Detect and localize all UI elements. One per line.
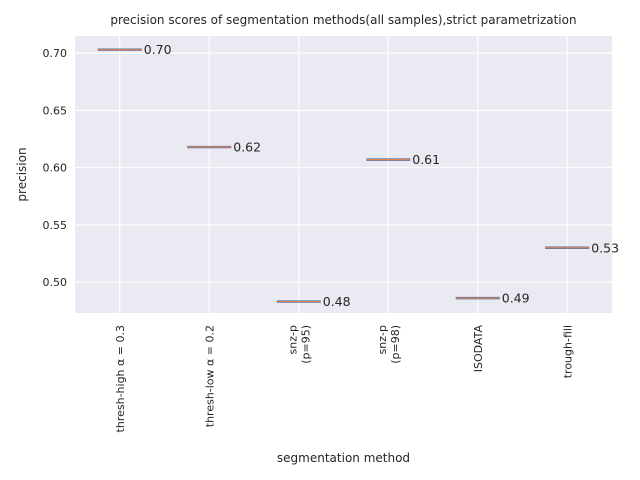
y-tick-label: 0.70 — [43, 47, 68, 60]
x-tick-label: (p=98) — [389, 325, 402, 364]
data-label: 0.48 — [323, 294, 351, 309]
x-tick-label-4: ISODATA — [472, 325, 485, 373]
box-2: 0.48 — [276, 294, 351, 309]
x-tick-label-5: trough-fill — [561, 325, 574, 378]
x-tick-label-0: thresh-high α = 0.3 — [114, 325, 127, 432]
data-label: 0.62 — [233, 140, 261, 155]
y-tick-label: 0.55 — [43, 219, 68, 232]
x-tick-label-2: snz-p (p=95) — [286, 325, 312, 364]
boxes: 0.70 0.62 0.48 0.61 0.49 0.53 — [97, 42, 619, 309]
box-1: 0.62 — [187, 140, 261, 155]
data-label: 0.49 — [502, 291, 530, 306]
y-axis-label: precision — [15, 147, 29, 201]
y-tick-label: 0.50 — [43, 276, 68, 289]
x-tick-label: trough-fill — [561, 325, 574, 378]
y-tick-label: 0.60 — [43, 162, 68, 175]
data-label: 0.53 — [591, 240, 619, 255]
x-tick-label: thresh-high α = 0.3 — [114, 325, 127, 432]
y-tick-label: 0.65 — [43, 104, 68, 117]
grid-lines — [75, 36, 612, 313]
x-tick-label: thresh-low α = 0.2 — [203, 325, 216, 427]
x-axis-ticks: thresh-high α = 0.3 thresh-low α = 0.2 snz… — [114, 325, 575, 433]
box-4: 0.49 — [455, 291, 530, 306]
data-label: 0.61 — [412, 152, 440, 167]
plot-area — [75, 36, 612, 313]
x-tick-label: ISODATA — [472, 325, 485, 373]
x-tick-label: snz-p — [286, 325, 299, 354]
box-3: 0.61 — [366, 152, 440, 167]
x-tick-label-3: snz-p (p=98) — [376, 325, 402, 364]
box-5: 0.53 — [545, 240, 619, 255]
x-tick-label: snz-p — [376, 325, 389, 354]
data-label: 0.70 — [144, 42, 172, 57]
chart-title: precision scores of segmentation methods… — [110, 13, 576, 27]
x-tick-label-1: thresh-low α = 0.2 — [203, 325, 216, 427]
box-0: 0.70 — [97, 42, 172, 57]
x-tick-label: (p=95) — [299, 325, 312, 364]
y-axis-ticks: 0.50 0.55 0.60 0.65 0.70 — [43, 47, 68, 289]
x-axis-label: segmentation method — [277, 451, 410, 465]
